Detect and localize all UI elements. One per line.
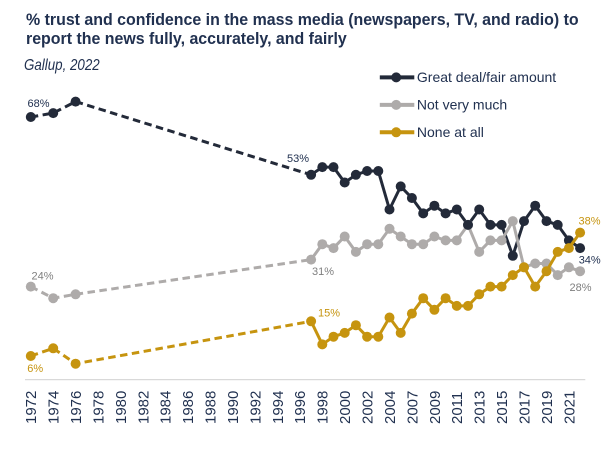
svg-text:1980: 1980 <box>113 391 130 424</box>
svg-text:68%: 68% <box>28 98 50 110</box>
svg-text:1982: 1982 <box>135 391 152 424</box>
svg-text:Great deal/fair amount: Great deal/fair amount <box>417 69 556 85</box>
svg-text:2013: 2013 <box>472 391 489 424</box>
svg-text:2017: 2017 <box>516 391 533 424</box>
svg-text:1988: 1988 <box>203 391 220 424</box>
svg-text:28%: 28% <box>570 282 592 294</box>
svg-text:1998: 1998 <box>315 391 332 424</box>
svg-text:31%: 31% <box>312 266 334 278</box>
svg-text:1994: 1994 <box>270 391 287 424</box>
svg-text:15%: 15% <box>318 308 340 320</box>
svg-text:Not very much: Not very much <box>417 97 507 113</box>
svg-text:2000: 2000 <box>337 391 354 424</box>
svg-text:24%: 24% <box>32 270 54 282</box>
svg-text:2015: 2015 <box>494 391 511 424</box>
svg-text:34%: 34% <box>579 255 601 267</box>
svg-text:1978: 1978 <box>91 391 108 424</box>
svg-text:None at all: None at all <box>417 124 484 140</box>
svg-text:1986: 1986 <box>180 391 197 424</box>
svg-text:1972: 1972 <box>23 391 40 424</box>
svg-text:2011: 2011 <box>449 392 466 424</box>
svg-text:1974: 1974 <box>46 391 63 424</box>
svg-text:2009: 2009 <box>427 391 444 424</box>
svg-text:1984: 1984 <box>158 391 175 424</box>
svg-text:2004: 2004 <box>382 391 399 424</box>
svg-text:6%: 6% <box>27 363 43 375</box>
svg-text:38%: 38% <box>579 216 601 228</box>
svg-text:2019: 2019 <box>539 391 556 424</box>
svg-text:53%: 53% <box>287 153 309 165</box>
svg-text:2021: 2021 <box>561 391 578 424</box>
svg-text:2002: 2002 <box>360 391 377 424</box>
svg-text:1992: 1992 <box>247 391 264 424</box>
svg-text:1996: 1996 <box>292 391 309 424</box>
svg-text:1990: 1990 <box>225 391 242 424</box>
svg-text:2007: 2007 <box>404 391 421 424</box>
svg-text:1976: 1976 <box>68 391 85 424</box>
